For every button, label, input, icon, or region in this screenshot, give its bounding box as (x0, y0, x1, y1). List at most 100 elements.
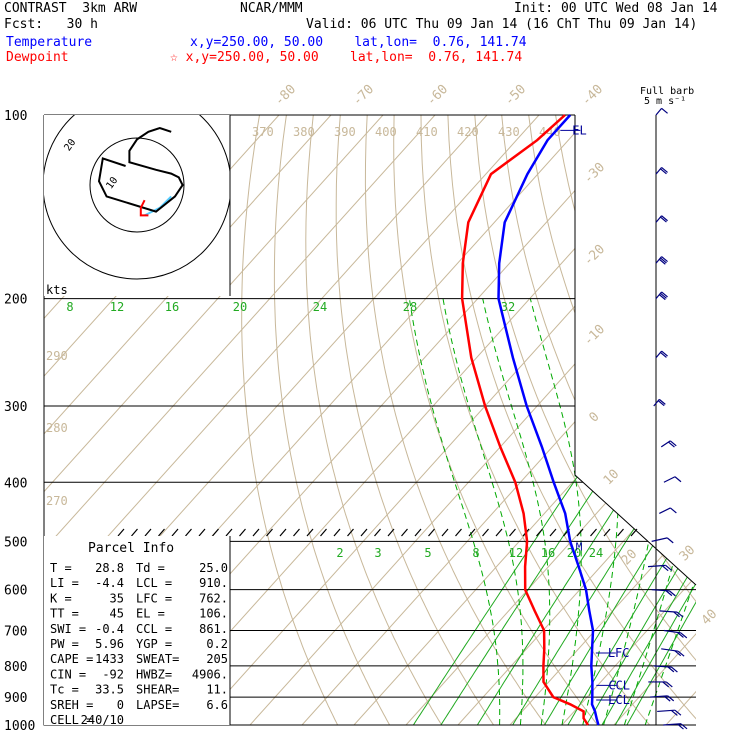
dry-adiabat-line (447, 115, 696, 725)
parcel-value: 240/10 (81, 713, 124, 727)
parcel-label: T = (50, 561, 72, 575)
mixing-ratio-line (468, 298, 696, 725)
forecast-hour: Fcst: 30 h (4, 17, 98, 32)
isotherm-label: -80 (272, 82, 299, 109)
moist-adiabat-line (482, 298, 551, 725)
isotherm-label: 30 (677, 543, 699, 565)
hatch-mark (549, 528, 557, 537)
dry-adiabat-label: 440 (539, 125, 561, 139)
isotherm-line (665, 115, 696, 725)
isotherm-label: -50 (502, 82, 529, 109)
parcel-label: LI = (50, 576, 79, 590)
wind-barb (659, 507, 671, 514)
pressure-tick-label: 400 (4, 476, 27, 491)
mixing-ratio-line (594, 298, 696, 725)
isotherm-label: 10 (601, 467, 623, 489)
mixing-ratio-line (404, 298, 696, 725)
mixing-ratio-line (607, 298, 696, 725)
parcel-label: YGP = (136, 637, 172, 651)
hatch-mark (225, 528, 233, 537)
hatch-mark (630, 528, 638, 537)
pressure-tick-label: 900 (4, 691, 27, 706)
isotherm-line (613, 115, 696, 725)
hatch-mark (617, 528, 624, 537)
hodo-trace-red (139, 199, 149, 217)
barb-title: Full barb (640, 86, 694, 97)
dry-adiabat-lines (241, 115, 696, 725)
hatch-marks (117, 528, 638, 537)
wind-barb (651, 537, 668, 542)
isotherm-label: -10 (581, 322, 608, 349)
pressure-tick-label: 200 (4, 293, 27, 308)
parcel-value: 762. (199, 591, 228, 605)
mixing-ratio-label: 3 (374, 546, 381, 560)
isotherm-label: 20 (619, 547, 641, 569)
mixing-ratio-label: 2 (336, 546, 343, 560)
isotherm-line (197, 115, 696, 725)
moist-adiabat-line (582, 298, 619, 725)
mixing-ratio-lines (404, 298, 696, 725)
mixing-ratio-label: 28 (403, 300, 417, 314)
mixing-ratio-line (536, 298, 696, 725)
isotherm-label: -40 (579, 82, 606, 109)
dry-adiabat-label: 390 (334, 125, 356, 139)
pressure-tick-label: 1000 (4, 719, 35, 734)
isotherm-line (561, 115, 696, 725)
parcel-label: LCL = (136, 576, 172, 590)
dry-adiabat-line (420, 115, 661, 725)
marker-el: EL (572, 123, 586, 137)
isotherm-label: -20 (581, 242, 608, 269)
temperature-trace (497, 114, 600, 726)
mixing-ratio-label: 16 (541, 546, 555, 560)
parcel-value: 910. (199, 576, 228, 590)
parcel-label: Tc = (50, 683, 79, 697)
mixing-ratio-label: 24 (589, 546, 603, 560)
hatch-mark (455, 528, 462, 537)
hatch-mark (428, 528, 435, 537)
hatch-mark (239, 528, 246, 537)
isotherm-line (718, 115, 740, 725)
mixing-ratio-line (432, 298, 696, 725)
pressure-tick-label: 300 (4, 400, 27, 415)
dry-adiabat-line (393, 115, 609, 725)
dry-adiabat-label: 280 (46, 421, 68, 435)
parcel-value: 106. (199, 607, 228, 621)
hatch-mark (482, 528, 489, 537)
dry-adiabat-line (635, 115, 696, 725)
moist-adiabat-line (644, 298, 696, 725)
hatch-mark (306, 528, 314, 537)
parcel-value: 6.6 (206, 698, 228, 712)
isotherm-line (249, 115, 696, 725)
parcel-label: HWBZ= (136, 667, 172, 681)
parcel-label: CAPE = (50, 652, 93, 666)
init-time: Init: 00 UTC Wed 08 Jan 14 (514, 1, 718, 16)
dry-adiabat-label: 370 (252, 125, 274, 139)
hatch-mark (198, 528, 206, 537)
parcel-label: CIN = (50, 667, 86, 681)
dry-adiabat-line (689, 115, 696, 725)
hatch-mark (590, 528, 597, 537)
pressure-tick-label: 100 (4, 109, 27, 124)
hodo-ring (89, 137, 185, 233)
dry-adiabat-line (662, 115, 696, 725)
isotherm-label: -30 (581, 160, 608, 187)
parcel-value: 4906. (192, 667, 228, 681)
parcel-label: TT = (50, 607, 79, 621)
barb-units: 5 m s⁻¹ (644, 96, 686, 107)
dry-adiabat-line (273, 115, 398, 725)
hatch-mark (387, 528, 395, 537)
parcel-value: 35 (110, 591, 124, 605)
dewpoint-legend: Dewpoint (6, 50, 69, 65)
dry-adiabat-label: 270 (46, 494, 68, 508)
mixing-ratio-label: 20 (233, 300, 247, 314)
institution-label: NCAR/MMM (240, 1, 303, 16)
hodo-units-label: kts (46, 283, 68, 297)
hatch-mark (158, 528, 165, 537)
hatch-mark (266, 528, 273, 537)
hatch-mark (374, 528, 381, 537)
parcel-label: Td = (136, 561, 165, 575)
mixing-ratio-line (560, 298, 696, 725)
isotherm-line (44, 115, 488, 725)
